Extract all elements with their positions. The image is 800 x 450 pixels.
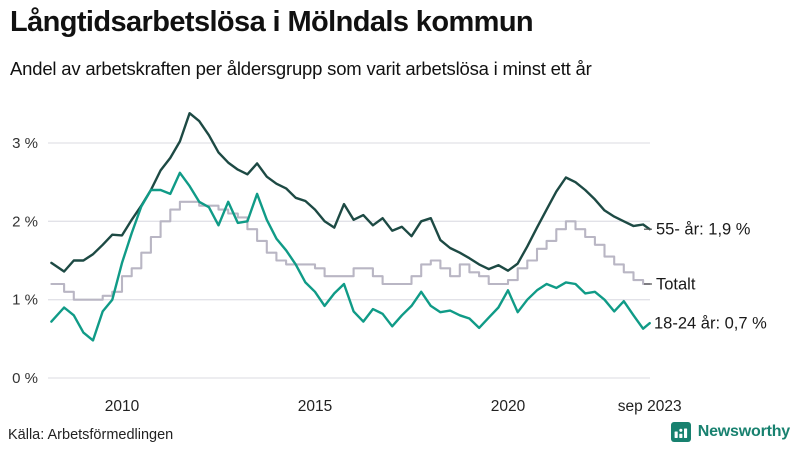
x-axis-tick-label: 2020	[491, 398, 526, 415]
chart-canvas: 3 % 2 % 1 % 0 % 2010 2015 2020 sep 2023 55- år: …	[12, 112, 767, 415]
series-end-label-1824: 18-24 år: 0,7 %	[654, 315, 767, 333]
bar-chart-bubble-icon	[670, 422, 691, 442]
series-end-label-total: Totalt	[656, 276, 696, 294]
series-line-55	[50, 112, 651, 273]
series-line-total	[50, 200, 651, 301]
page-title: Långtidsarbetslösa i Mölndals kommun	[10, 6, 534, 38]
y-axis-tick-label: 2 %	[12, 213, 38, 230]
y-axis-tick-label: 1 %	[12, 292, 38, 309]
source-attribution: Källa: Arbetsförmedlingen	[8, 427, 174, 443]
x-axis-tick-label: 2015	[298, 398, 332, 415]
x-axis-tick-label: 2010	[105, 398, 140, 415]
page-subtitle: Andel av arbetskraften per åldersgrupp s…	[10, 58, 592, 79]
y-axis-tick-label: 3 %	[12, 135, 38, 152]
brand-name: Newsworthy	[697, 423, 790, 440]
series-end-label-55: 55- år: 1,9 %	[656, 221, 751, 239]
series-line-1824	[50, 171, 651, 342]
x-axis-tick-label: sep 2023	[618, 398, 682, 415]
newsworthy-logo: Newsworthy	[670, 421, 790, 443]
y-axis-tick-label: 0 %	[12, 370, 38, 387]
